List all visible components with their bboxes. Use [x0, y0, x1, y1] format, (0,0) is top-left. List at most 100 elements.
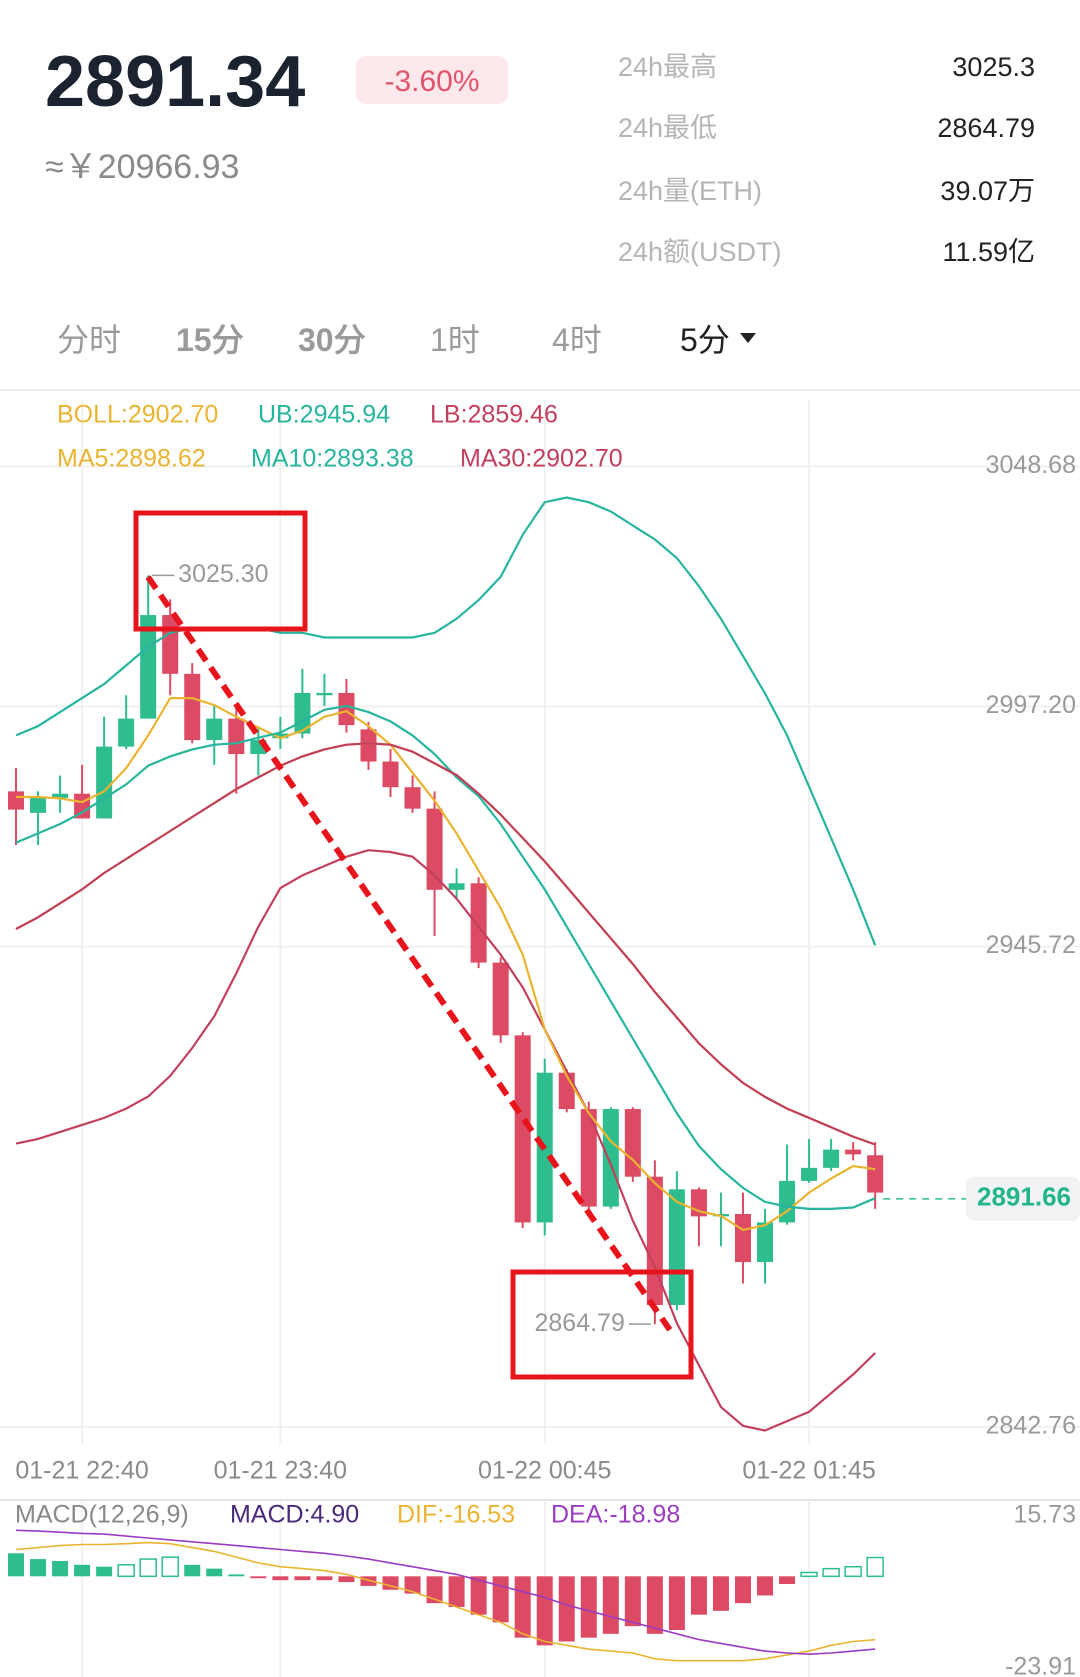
last-price-label: 2891.66: [977, 1182, 1071, 1212]
macd-line: [15, 1529, 876, 1656]
interval-tab[interactable]: 1时: [430, 322, 480, 358]
macd-bar: [161, 1556, 179, 1578]
candle-body: [52, 793, 69, 798]
candle-body: [845, 1149, 862, 1155]
macd-bar: [74, 1564, 91, 1577]
macd-bar: [646, 1576, 663, 1634]
macd-bar: [844, 1565, 862, 1578]
candle-body: [30, 796, 47, 813]
change-badge: [356, 56, 508, 104]
macd-bar: [272, 1576, 289, 1581]
candle-body: [184, 673, 201, 741]
interval-tabs: 分时 15分 30分 1时 4时 5分: [57, 322, 730, 358]
candle-body: [734, 1214, 751, 1263]
x-tick-label: 01-22 00:45: [478, 1457, 611, 1485]
candle-body: [162, 615, 179, 674]
min-label: 2864.79: [534, 1309, 624, 1337]
macd-bar: [206, 1568, 223, 1577]
last-price-tag: [966, 1176, 1080, 1221]
macd-bar: [470, 1576, 487, 1615]
macd-bar: [558, 1576, 575, 1642]
candle-body: [801, 1167, 818, 1181]
macd-bar: [492, 1576, 509, 1623]
candle-body: [779, 1180, 796, 1223]
macd-bar: [426, 1576, 443, 1604]
legend-entry: MA30:2902.70: [460, 445, 623, 473]
legend-entry: LB:2859.46: [430, 401, 558, 429]
candle-body: [646, 1176, 663, 1305]
macd-bar: [250, 1576, 267, 1579]
macd-title: MACD(12,26,9): [15, 1501, 189, 1529]
dropdown-arrow[interactable]: [740, 333, 756, 343]
stat-label: 24h最高: [618, 52, 717, 82]
y-tick-label: -23.91: [1005, 1653, 1076, 1677]
macd-bar: [360, 1576, 377, 1586]
y-tick-label: 2997.20: [986, 691, 1076, 719]
stat-label: 24h额(USDT): [618, 237, 782, 267]
candle-body: [316, 692, 333, 696]
macd-bar: [779, 1576, 796, 1584]
macd-bar: [734, 1576, 751, 1604]
candle-body: [823, 1149, 840, 1168]
macd-bar: [30, 1559, 47, 1577]
legend-entry: DIF:-16.53: [397, 1501, 515, 1529]
macd-bar: [8, 1553, 24, 1577]
macd-bar: [117, 1564, 135, 1578]
y-tick-label: 2945.72: [986, 931, 1076, 959]
macd-bar: [404, 1576, 421, 1594]
interval-tab[interactable]: 5分: [680, 322, 730, 358]
legend-entry: MA5:2898.62: [57, 445, 206, 473]
x-tick-label: 01-21 22:40: [15, 1457, 148, 1485]
x-tick-label: 01-21 23:40: [214, 1457, 347, 1485]
candle-body: [206, 718, 223, 741]
interval-tab[interactable]: 15分: [176, 322, 244, 358]
stat-value: 39.07万: [940, 176, 1035, 206]
candle-body: [382, 761, 399, 788]
macd-bar: [602, 1576, 619, 1634]
macd-line: [15, 1541, 876, 1662]
candle-body: [514, 1035, 531, 1223]
macd-bar: [822, 1567, 840, 1578]
candle-body: [668, 1189, 685, 1305]
candle-body: [757, 1222, 774, 1263]
macd-bar: [338, 1576, 355, 1583]
candle-body: [272, 733, 289, 739]
macd-chart: 15.73 -23.91 MACD(12,26,9) MACD:4.90 DIF:-16…: [8, 1501, 1076, 1677]
legend-entry: MA10:2893.38: [251, 445, 414, 473]
macd-bar: [668, 1576, 685, 1630]
legend-entry: DEA:-18.98: [551, 1501, 680, 1529]
macd-bar: [139, 1558, 157, 1578]
macd-bar: [316, 1576, 333, 1581]
candle-body: [624, 1109, 641, 1177]
candle-body: [118, 718, 135, 747]
annotations: [133, 510, 694, 1380]
macd-bar: [536, 1576, 553, 1646]
last-price: 2891.34: [45, 42, 305, 122]
candle-body: [558, 1072, 575, 1110]
y-tick-label: 15.73: [1013, 1501, 1076, 1529]
stat-value: 3025.3: [952, 52, 1035, 82]
max-label: 3025.30: [178, 560, 268, 588]
macd-bar: [712, 1576, 729, 1611]
macd-bar: [690, 1576, 707, 1615]
macd-bar: [96, 1566, 113, 1577]
indicator-line: [15, 704, 876, 1210]
candle-body: [426, 808, 443, 890]
interval-tab[interactable]: 30分: [298, 322, 366, 358]
indicator-line: [16, 697, 876, 1232]
interval-tab[interactable]: 4时: [552, 322, 602, 358]
stats: 24h最高 3025.3 24h最低 2864.79 24h量(ETH) 39.07万 24…: [618, 52, 1035, 267]
candle-body: [140, 615, 157, 719]
x-tick-label: 01-22 01:45: [742, 1457, 875, 1485]
legend-entry: MACD:4.90: [230, 1501, 359, 1529]
y-tick-label: 2842.76: [986, 1412, 1076, 1440]
candle-body: [404, 787, 421, 809]
highlight-box: [133, 510, 308, 632]
candle-body: [580, 1109, 597, 1207]
macd-bar: [580, 1576, 597, 1638]
change-percent: -3.60%: [384, 65, 479, 98]
interval-tab[interactable]: 分时: [57, 322, 121, 358]
candle-body: [602, 1109, 619, 1207]
stat-value: 2864.79: [937, 113, 1035, 143]
candle-body: [360, 729, 377, 762]
